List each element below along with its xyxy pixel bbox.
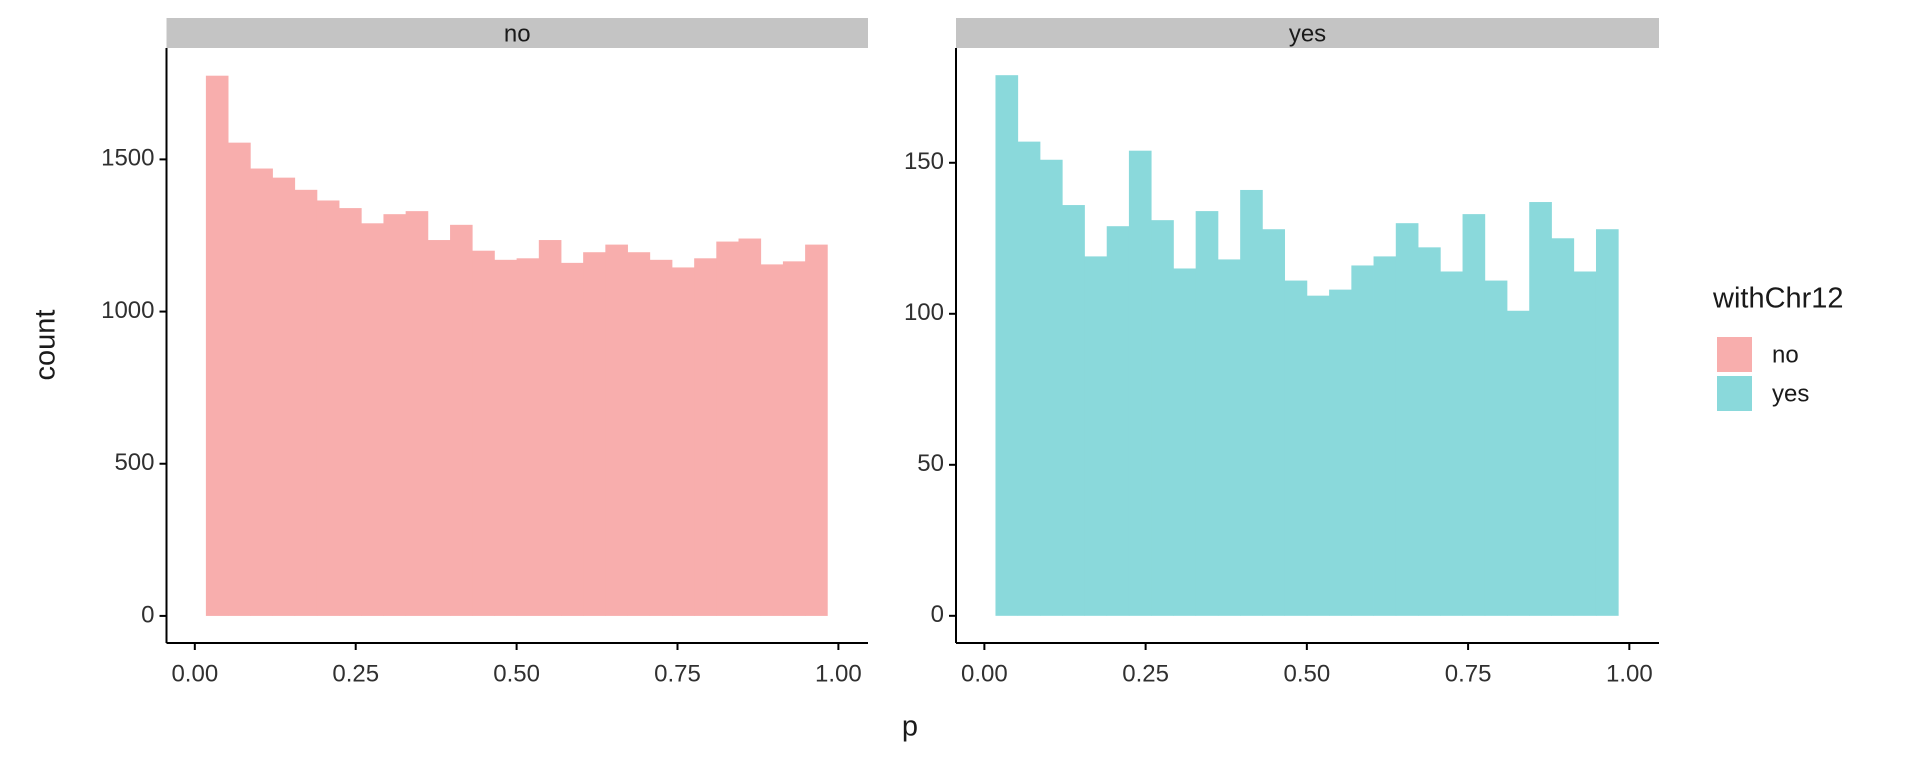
x-tick-label: 0.25 bbox=[332, 660, 379, 687]
x-tick-label: 0.75 bbox=[1445, 660, 1492, 687]
histogram-bar bbox=[450, 224, 473, 616]
histogram-bar bbox=[1039, 159, 1063, 616]
x-tick-label: 0.00 bbox=[961, 660, 1008, 687]
histogram-bar bbox=[339, 208, 362, 616]
y-tick-label: 0 bbox=[931, 601, 944, 628]
facet-label: no bbox=[504, 20, 531, 47]
histogram-bar bbox=[383, 214, 407, 616]
histogram-bar bbox=[516, 258, 540, 616]
y-tick-label: 0 bbox=[141, 601, 154, 628]
histogram-bar bbox=[361, 223, 384, 616]
histogram-bar bbox=[472, 250, 495, 616]
histogram-bar bbox=[405, 211, 429, 616]
histogram-bar bbox=[272, 177, 296, 616]
legend-key bbox=[1717, 376, 1752, 411]
y-tick-label: 1000 bbox=[101, 297, 154, 324]
histogram-bar bbox=[1084, 256, 1108, 616]
histogram-bar bbox=[805, 244, 828, 616]
y-tick-label: 100 bbox=[904, 299, 944, 326]
histogram-bar bbox=[1062, 205, 1085, 616]
histogram-bar bbox=[760, 264, 784, 616]
legend-label: no bbox=[1772, 341, 1799, 368]
legend-label: yes bbox=[1772, 380, 1809, 407]
y-axis-label: count bbox=[30, 310, 62, 381]
histogram-bar bbox=[1418, 247, 1441, 616]
histogram-bar bbox=[316, 200, 340, 616]
histogram-bar bbox=[782, 261, 806, 616]
histogram-bar bbox=[1595, 229, 1619, 616]
facet-label: yes bbox=[1289, 20, 1326, 47]
y-tick-label: 50 bbox=[917, 450, 944, 477]
histogram-bar bbox=[250, 168, 273, 616]
x-axis-label: p bbox=[902, 711, 918, 743]
histogram-bar bbox=[649, 259, 673, 616]
histogram-bar bbox=[1173, 268, 1197, 616]
histogram-bar bbox=[1151, 220, 1174, 616]
x-tick-label: 1.00 bbox=[1606, 660, 1653, 687]
y-tick-label: 150 bbox=[904, 148, 944, 175]
histogram-bar bbox=[1240, 189, 1263, 616]
histogram-bar bbox=[738, 238, 762, 616]
histogram-bar bbox=[671, 267, 695, 616]
histogram-bar bbox=[1529, 202, 1552, 616]
histogram-bar bbox=[1573, 271, 1597, 616]
x-tick-label: 0.25 bbox=[1122, 660, 1169, 687]
x-tick-label: 0.75 bbox=[654, 660, 701, 687]
histogram-bar bbox=[1395, 223, 1419, 616]
y-tick-label: 500 bbox=[114, 449, 154, 476]
histogram-bar bbox=[1351, 265, 1374, 616]
histogram-bar bbox=[294, 189, 318, 616]
histogram-bar bbox=[1373, 256, 1397, 616]
histogram-bar bbox=[1440, 271, 1463, 616]
x-tick-label: 1.00 bbox=[815, 660, 862, 687]
histogram-bar bbox=[1195, 211, 1219, 616]
histogram-bar bbox=[538, 240, 562, 616]
histogram-bar bbox=[605, 244, 628, 616]
x-tick-label: 0.50 bbox=[493, 660, 540, 687]
histogram-bar bbox=[228, 142, 251, 616]
histogram-bar bbox=[1484, 280, 1508, 616]
histogram-bar bbox=[995, 75, 1019, 616]
histogram-bar bbox=[1551, 238, 1575, 616]
histogram-bar bbox=[716, 241, 739, 616]
histogram-bar bbox=[627, 252, 651, 616]
histogram-bar bbox=[694, 258, 717, 616]
y-tick-label: 1500 bbox=[101, 145, 154, 172]
x-tick-label: 0.00 bbox=[171, 660, 218, 687]
histogram-bar bbox=[1462, 214, 1486, 616]
histogram-bar bbox=[1217, 259, 1241, 616]
histogram-bar bbox=[561, 262, 584, 616]
x-tick-label: 0.50 bbox=[1283, 660, 1330, 687]
histogram-bar bbox=[1329, 289, 1352, 616]
histogram-bar bbox=[1506, 310, 1530, 616]
legend-title: withChr12 bbox=[1712, 283, 1844, 315]
histogram-bar bbox=[205, 75, 229, 616]
histogram-bar bbox=[1262, 229, 1286, 616]
histogram-bar bbox=[1128, 150, 1152, 616]
histogram-bar bbox=[1106, 226, 1130, 616]
facet-strip bbox=[956, 18, 1659, 48]
histogram-bar bbox=[1306, 295, 1330, 616]
histogram-bar bbox=[494, 259, 518, 616]
legend-key bbox=[1717, 337, 1752, 372]
facet-strip bbox=[166, 18, 868, 48]
histogram-bar bbox=[1284, 280, 1308, 616]
histogram-bar bbox=[427, 240, 451, 616]
histogram-bar bbox=[1017, 141, 1041, 616]
histogram-bar bbox=[583, 252, 606, 616]
